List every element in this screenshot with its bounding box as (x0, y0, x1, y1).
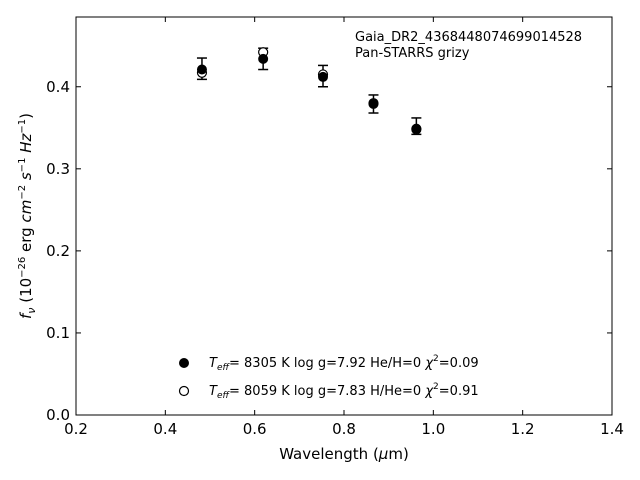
x-tick-label: 0.2 (64, 420, 88, 438)
y-tick-label: 0.1 (46, 324, 70, 342)
model-point-filled (258, 53, 269, 64)
legend-marker-filled (179, 358, 189, 368)
model-point-filled (318, 71, 329, 82)
legend-marker-open (178, 385, 190, 397)
x-axis-label: Wavelength (μm) (279, 445, 409, 463)
model-point-filled (411, 123, 422, 134)
plot-area: 0.2 0.4 0.6 0.8 1.0 1.2 1.4 0.0 0.1 0.2 0.3 0.4 (46, 17, 624, 438)
model-point-filled (196, 64, 207, 75)
y-axis-label: fν (10−26 erg cm−2 s−1 Hz−1) (17, 113, 38, 319)
legend-entry-2: Teff= 8059 K log g=7.83 H/He=0 χ2=0.91 (209, 382, 479, 401)
model-point-filled (368, 98, 379, 109)
legend: Teff= 8305 K log g=7.92 He/H=0 χ2=0.09 T… (178, 354, 479, 401)
y-tick-label: 0.0 (46, 406, 70, 424)
survey-annotation: Pan-STARRS grizy (355, 46, 470, 61)
y-tick-label: 0.4 (46, 78, 70, 96)
x-tick-label: 0.8 (332, 420, 356, 438)
legend-entry-1: Teff= 8305 K log g=7.92 He/H=0 χ2=0.09 (209, 354, 479, 373)
y-tick-label: 0.2 (46, 242, 70, 260)
x-tick-label: 0.6 (243, 420, 267, 438)
x-tick-label: 0.4 (153, 420, 177, 438)
x-tick-label: 1.0 (421, 420, 445, 438)
plot-frame (75, 16, 613, 416)
y-tick-label: 0.3 (46, 160, 70, 178)
x-tick-label: 1.4 (600, 420, 624, 438)
target-name-annotation: Gaia_DR2_4368448074699014528 (355, 30, 582, 45)
x-tick-label: 1.2 (511, 420, 535, 438)
